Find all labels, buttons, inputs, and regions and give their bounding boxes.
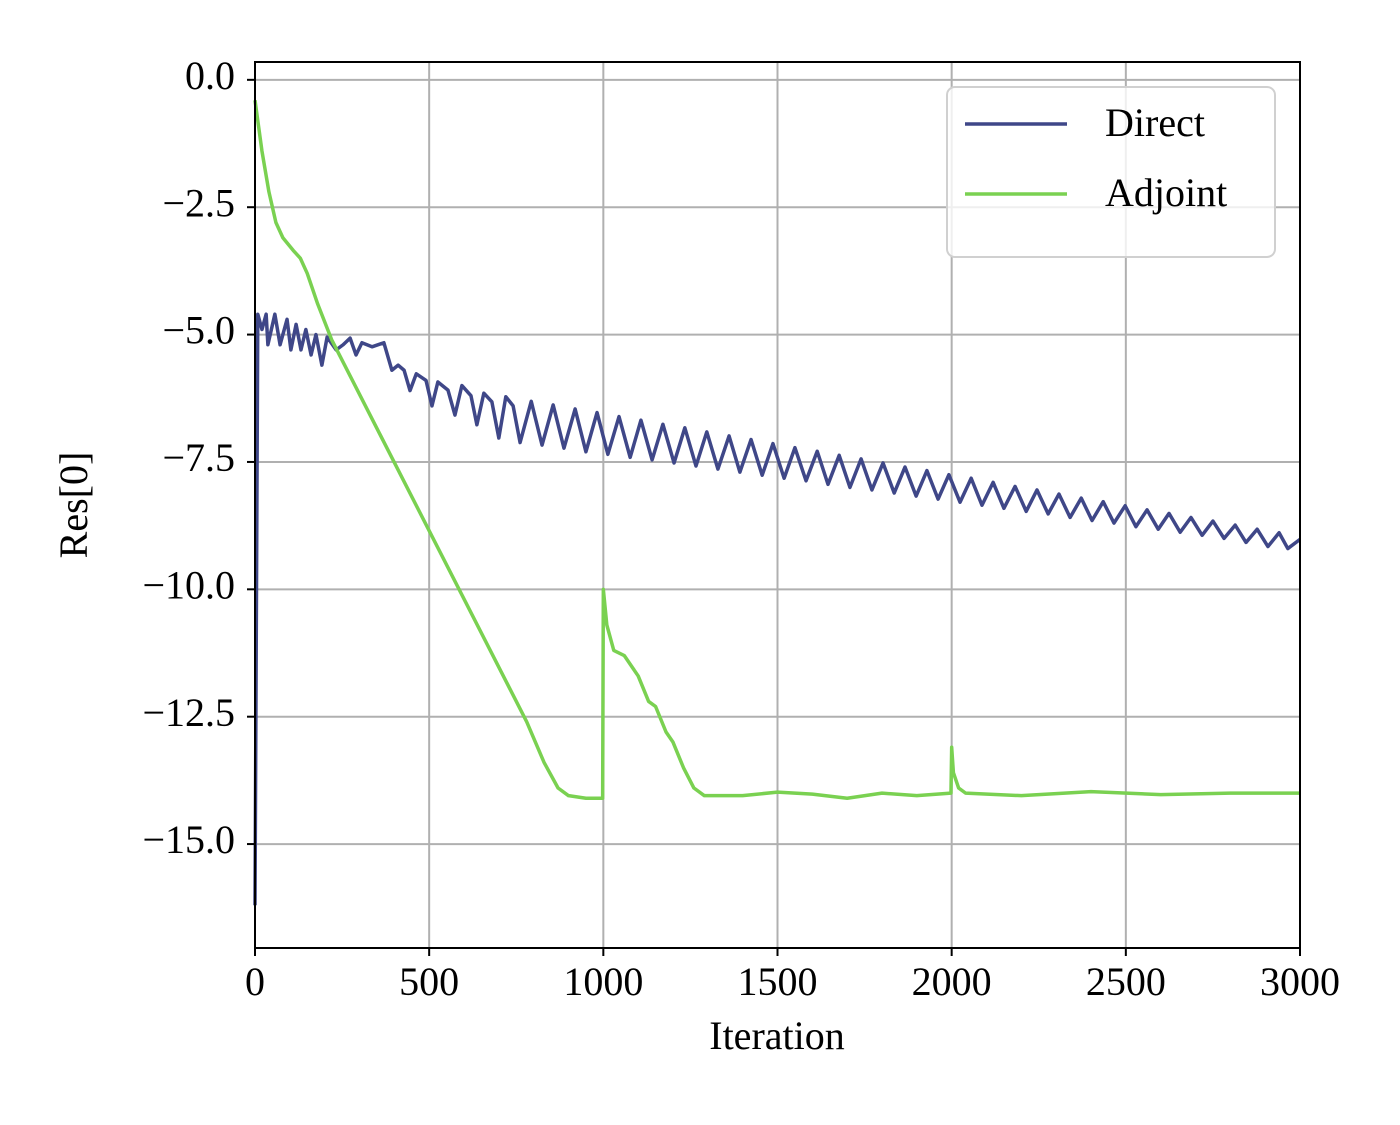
legend-label: Adjoint [1105,170,1227,215]
legend-label: Direct [1105,100,1205,145]
x-tick-label: 2000 [912,959,992,1004]
x-tick-label: 1000 [563,959,643,1004]
x-tick-label: 1500 [738,959,818,1004]
legend: Direct Adjoint [946,86,1276,258]
x-axis-label: Iteration [709,1013,845,1058]
y-tick-label: −2.5 [162,180,235,225]
y-tick-label: −15.0 [142,817,235,862]
plot-area [253,99,1302,906]
y-tick-label: −5.0 [162,308,235,353]
data-line [253,312,1302,906]
x-tick-label: 0 [245,959,265,1004]
y-tick-label: −10.0 [142,562,235,607]
y-tick-label: −7.5 [162,435,235,480]
x-tick-label: 500 [399,959,459,1004]
y-axis-label: Res[0] [51,452,96,559]
legend-box [946,86,1276,258]
x-tick-label: 2500 [1086,959,1166,1004]
x-tick-label: 3000 [1260,959,1340,1004]
y-tick-label: 0.0 [185,53,235,98]
data-line [253,99,1300,800]
y-tick-label: −12.5 [142,690,235,735]
